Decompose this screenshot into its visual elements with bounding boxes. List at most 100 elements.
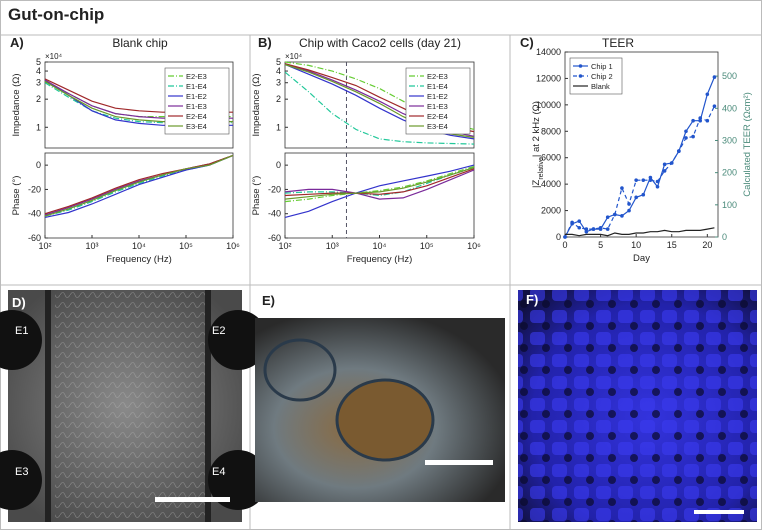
y-tick-label: 6000 bbox=[541, 153, 561, 163]
axes-box bbox=[284, 152, 475, 239]
x-axis-label: Frequency (Hz) bbox=[347, 254, 412, 265]
figure-title: Gut-on-chip bbox=[8, 5, 104, 24]
y-tick-label: -40 bbox=[28, 209, 41, 219]
y-tick-label: 2 bbox=[276, 94, 281, 104]
y-tick-label: 1 bbox=[36, 122, 41, 132]
series-line bbox=[564, 76, 715, 238]
series-line bbox=[564, 105, 715, 238]
y-axis-label: Phase (°) bbox=[251, 176, 262, 216]
y-tick-label: 5 bbox=[276, 57, 281, 67]
x-tick-label: 15 bbox=[667, 240, 677, 250]
y-tick-label: 0 bbox=[556, 232, 561, 242]
data-point bbox=[620, 214, 624, 218]
y-tick-label: 2000 bbox=[541, 206, 561, 216]
data-point bbox=[613, 212, 617, 217]
x-tick-label: 10⁵ bbox=[420, 241, 434, 251]
data-point bbox=[605, 215, 610, 219]
data-point bbox=[691, 134, 695, 139]
y-tick-label: 3 bbox=[276, 78, 281, 88]
data-point bbox=[662, 169, 667, 173]
data-point bbox=[591, 227, 596, 231]
y2-tick-label: 100 bbox=[722, 200, 737, 210]
x-tick-label: 5 bbox=[598, 240, 603, 250]
electrode-label: E3 bbox=[15, 466, 28, 478]
data-point bbox=[620, 186, 624, 190]
y-tick-label: 10000 bbox=[536, 100, 561, 110]
data-point bbox=[712, 75, 717, 79]
legend-label: E1-E3 bbox=[427, 102, 448, 111]
y-tick-label: -60 bbox=[268, 233, 281, 243]
y-axis-label: Impedance (Ω) bbox=[251, 73, 262, 136]
panel-label: D) bbox=[12, 295, 26, 310]
data-point bbox=[662, 162, 667, 167]
data-point bbox=[705, 118, 710, 123]
y-multiplier: ×10⁴ bbox=[285, 52, 303, 61]
series-line bbox=[44, 154, 234, 215]
data-point bbox=[570, 220, 574, 225]
y-tick-label: 0 bbox=[36, 160, 41, 170]
series-line bbox=[284, 164, 475, 218]
y-tick-label: 5 bbox=[36, 57, 41, 67]
x-tick-label: 10 bbox=[631, 240, 641, 250]
legend-marker bbox=[578, 64, 583, 68]
legend-label: E1-E4 bbox=[186, 82, 207, 91]
y-axis-label: Phase (°) bbox=[11, 176, 22, 216]
data-point bbox=[705, 92, 710, 97]
y-tick-label: 0 bbox=[276, 160, 281, 170]
legend-label: Chip 2 bbox=[591, 72, 613, 81]
series-line bbox=[284, 169, 475, 200]
y-multiplier: ×10⁴ bbox=[45, 52, 63, 61]
panel-label: F) bbox=[526, 292, 538, 307]
data-point bbox=[584, 227, 589, 231]
y-tick-label: -20 bbox=[268, 184, 281, 194]
y-tick-label: -60 bbox=[28, 233, 41, 243]
y2-tick-label: 500 bbox=[722, 71, 737, 81]
data-point bbox=[648, 175, 653, 180]
y-tick-label: 12000 bbox=[536, 73, 561, 83]
legend-box bbox=[569, 57, 623, 95]
legend-label: E2-E4 bbox=[186, 112, 207, 121]
x-tick-label: 10³ bbox=[85, 241, 98, 251]
y-tick-label: 1 bbox=[276, 122, 281, 132]
data-point bbox=[691, 118, 695, 123]
y2-tick-label: 200 bbox=[722, 168, 737, 178]
y-tick-label: 3 bbox=[36, 78, 41, 88]
data-point bbox=[577, 225, 582, 230]
y-tick-label: 4 bbox=[36, 66, 41, 76]
panel-dividers bbox=[0, 34, 762, 530]
data-point bbox=[605, 227, 610, 231]
legend-label: E2-E3 bbox=[186, 72, 207, 81]
legend-label: E1-E4 bbox=[427, 82, 448, 91]
series-line bbox=[284, 165, 475, 203]
legend-box bbox=[405, 67, 471, 135]
y-axis-label: Impedance (Ω) bbox=[11, 73, 22, 136]
legend-label: E1-E2 bbox=[427, 92, 448, 101]
y-axis-label-part: | at 2 kHz (Ω) bbox=[531, 101, 542, 157]
legend-label: E3-E4 bbox=[186, 122, 207, 131]
panel-label: E) bbox=[262, 293, 275, 308]
y-tick-label: -20 bbox=[28, 184, 41, 194]
data-point bbox=[627, 202, 631, 206]
image-e: E) bbox=[255, 293, 505, 502]
x-tick-label: 10⁴ bbox=[373, 241, 387, 251]
data-point bbox=[698, 116, 703, 120]
data-point bbox=[684, 136, 688, 140]
y-axis-label-part: |Z bbox=[531, 179, 542, 187]
x-tick-label: 10⁶ bbox=[226, 241, 240, 251]
data-point bbox=[648, 178, 653, 182]
legend-label: E1-E3 bbox=[186, 102, 207, 111]
series-line bbox=[44, 154, 234, 217]
y-tick-label: 8000 bbox=[541, 126, 561, 136]
x-tick-label: 10² bbox=[38, 241, 51, 251]
panel-title: TEER bbox=[602, 36, 634, 50]
y-tick-label: 2 bbox=[36, 94, 41, 104]
data-point bbox=[627, 208, 631, 213]
data-point bbox=[598, 225, 603, 230]
data-point bbox=[641, 192, 646, 197]
data-point bbox=[684, 129, 688, 134]
data-point bbox=[634, 178, 638, 182]
electrode-label: E4 bbox=[212, 466, 225, 478]
legend-marker bbox=[578, 74, 583, 78]
image-f: F) bbox=[518, 290, 757, 522]
x-tick-label: 10² bbox=[278, 241, 291, 251]
